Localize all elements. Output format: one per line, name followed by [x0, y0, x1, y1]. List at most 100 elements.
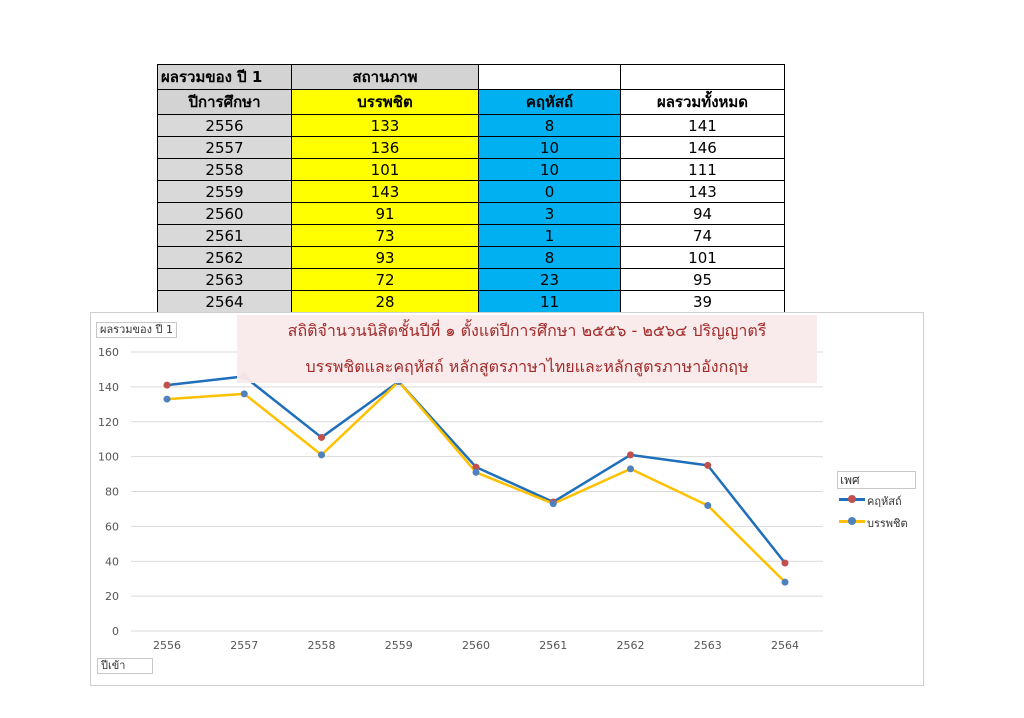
x-tick-label: 2561 [539, 639, 567, 652]
y-tick-label: 160 [98, 346, 119, 359]
data-point [704, 461, 712, 469]
year-cell[interactable]: 2561 [157, 224, 292, 247]
x-tick-label: 2557 [230, 639, 258, 652]
year-cell[interactable]: 2559 [157, 180, 292, 203]
legend-label: คฤหัสถ์ [867, 495, 902, 508]
table-row: 2561 73 1 74 [157, 224, 785, 247]
data-point [704, 501, 712, 509]
x-tick-label: 2559 [385, 639, 413, 652]
monk-count-cell[interactable]: 101 [291, 158, 479, 181]
total-count-cell[interactable]: 101 [620, 246, 785, 269]
monk-count-cell[interactable]: 28 [291, 290, 479, 313]
data-point [627, 451, 634, 459]
monk-count-cell[interactable]: 133 [291, 114, 479, 137]
year-cell[interactable]: 2563 [157, 268, 292, 291]
data-point [549, 500, 557, 508]
line-chart[interactable]: 0 20 40 60 80 100 120 140 160 2556 2557 2558 2559 256… [90, 312, 924, 686]
year-cell[interactable]: 2564 [157, 290, 292, 313]
total-count-cell[interactable]: 111 [620, 158, 785, 181]
y-tick-label: 80 [105, 486, 119, 499]
data-point [627, 465, 634, 473]
col-header-monk[interactable]: บรรพชิต [291, 89, 479, 115]
lay-count-cell[interactable]: 11 [478, 290, 621, 313]
y-tick-label: 60 [105, 520, 119, 533]
table-row: 2558 101 10 111 [157, 158, 785, 181]
data-point [472, 463, 480, 471]
y-tick-label: 40 [105, 555, 119, 568]
pivot-corner-label[interactable]: ผลรวมของ ปี 1 [157, 64, 292, 90]
chart-title-line-1: สถิติจำนวนนิสิตชั้นปีที่ ๑ ตั้งแต่ปีการศ… [287, 321, 767, 340]
year-cell[interactable]: 2562 [157, 246, 292, 269]
col-header-total[interactable]: ผลรวมทั้งหมด [620, 89, 785, 115]
col-header-lay[interactable]: คฤหัสถ์ [478, 89, 621, 115]
monk-count-cell[interactable]: 143 [291, 180, 479, 203]
blank-cell [620, 64, 785, 90]
x-tick-label: 2562 [617, 639, 645, 652]
data-point [472, 468, 480, 476]
monk-count-cell[interactable]: 93 [291, 246, 479, 269]
y-tick-label: 120 [98, 416, 119, 429]
lay-count-cell[interactable]: 0 [478, 180, 621, 203]
x-tick-label: 2560 [462, 639, 490, 652]
x-tick-label: 2564 [771, 639, 799, 652]
chart-title-background [237, 315, 817, 383]
data-point [163, 381, 171, 389]
total-count-cell[interactable]: 95 [620, 268, 785, 291]
total-count-cell[interactable]: 94 [620, 202, 785, 225]
table-row: 2564 28 11 39 [157, 290, 785, 313]
data-point [240, 390, 248, 398]
table-row: 2559 143 0 143 [157, 180, 785, 203]
lay-count-cell[interactable]: 3 [478, 202, 621, 225]
year-cell[interactable]: 2557 [157, 136, 292, 159]
x-tick-label: 2558 [308, 639, 336, 652]
lay-count-cell[interactable]: 8 [478, 114, 621, 137]
table-row: 2557 136 10 146 [157, 136, 785, 159]
data-point [781, 559, 789, 567]
values-field-button[interactable]: ผลรวมของ ปี 1 [96, 322, 177, 338]
monk-count-cell[interactable]: 72 [291, 268, 479, 291]
chart-plot-area: 0 20 40 60 80 100 120 140 160 2556 2557 2558 2559 256… [98, 346, 823, 652]
y-tick-label: 0 [112, 625, 119, 638]
total-count-cell[interactable]: 141 [620, 114, 785, 137]
legend-label: บรรพชิต [867, 517, 908, 530]
data-point [163, 395, 171, 403]
total-count-cell[interactable]: 146 [620, 136, 785, 159]
legend-marker-swatch [848, 495, 856, 503]
data-point [781, 578, 789, 586]
x-tick-label: 2563 [694, 639, 722, 652]
blank-cell [478, 64, 621, 90]
chart-title-line-2: บรรพชิตและคฤหัสถ์ หลักสูตรภาษาไทยและหลัก… [305, 357, 749, 376]
lay-count-cell[interactable]: 23 [478, 268, 621, 291]
year-row-header[interactable]: ปีการศึกษา [157, 89, 292, 115]
table-row: 2556 133 8 141 [157, 114, 785, 137]
data-point [318, 451, 325, 459]
monk-count-cell[interactable]: 136 [291, 136, 479, 159]
lay-count-cell[interactable]: 8 [478, 246, 621, 269]
status-field-header[interactable]: สถานภาพ [291, 64, 479, 90]
year-cell[interactable]: 2556 [157, 114, 292, 137]
total-count-cell[interactable]: 39 [620, 290, 785, 313]
table-row: 2563 72 23 95 [157, 268, 785, 291]
year-cell[interactable]: 2560 [157, 202, 292, 225]
pivot-header-row-2: ปีการศึกษา บรรพชิต คฤหัสถ์ ผลรวมทั้งหมด [157, 89, 785, 115]
x-tick-label: 2556 [153, 639, 181, 652]
total-count-cell[interactable]: 74 [620, 224, 785, 247]
pivot-header-row-1: ผลรวมของ ปี 1 สถานภาพ [157, 64, 785, 90]
lay-count-cell[interactable]: 1 [478, 224, 621, 247]
series-line [166, 380, 786, 584]
legend-marker-swatch [848, 517, 856, 525]
table-row: 2562 93 8 101 [157, 246, 785, 269]
y-tick-label: 140 [98, 381, 119, 394]
total-count-cell[interactable]: 143 [620, 180, 785, 203]
pivot-table: ผลรวมของ ปี 1 สถานภาพ ปีการศึกษา บรรพชิต… [157, 64, 785, 313]
y-tick-label: 20 [105, 590, 119, 603]
year-cell[interactable]: 2558 [157, 158, 292, 181]
axis-field-button[interactable]: ปีเข้า [97, 658, 153, 674]
y-tick-label: 100 [98, 451, 119, 464]
legend-field-button[interactable]: เพศ [837, 471, 916, 489]
lay-count-cell[interactable]: 10 [478, 136, 621, 159]
monk-count-cell[interactable]: 73 [291, 224, 479, 247]
lay-count-cell[interactable]: 10 [478, 158, 621, 181]
data-point [318, 433, 325, 441]
monk-count-cell[interactable]: 91 [291, 202, 479, 225]
